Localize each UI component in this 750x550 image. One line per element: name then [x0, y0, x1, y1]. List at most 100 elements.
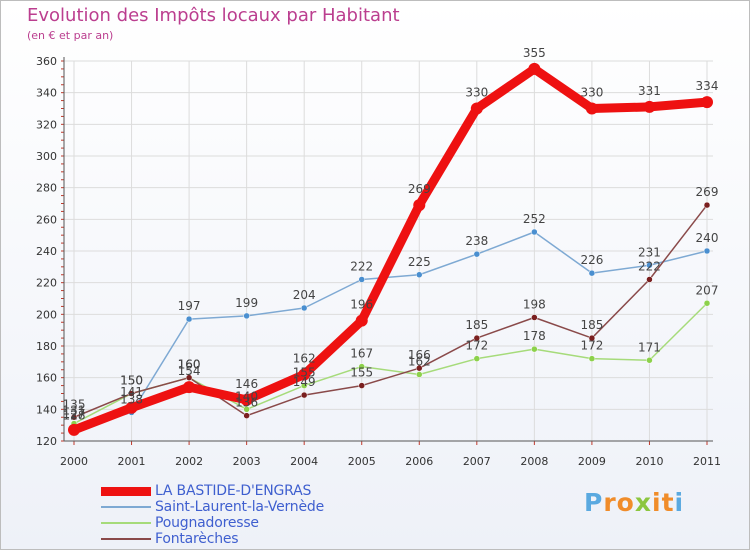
data-label: 127 — [63, 407, 86, 421]
data-label: 162 — [408, 355, 431, 369]
data-point — [531, 345, 538, 353]
data-point — [528, 62, 541, 75]
legend-swatch — [101, 538, 151, 540]
logo-letter: i — [674, 488, 685, 517]
data-label: 199 — [235, 296, 258, 310]
data-label: 150 — [120, 374, 143, 388]
x-tick-label: 2000 — [60, 455, 88, 468]
data-label: 334 — [696, 79, 719, 93]
data-point — [125, 401, 138, 414]
y-tick-label: 240 — [36, 245, 57, 258]
chart-title: Evolution des Impôts locaux par Habitant — [27, 5, 400, 26]
data-point — [646, 357, 653, 364]
data-label: 240 — [696, 231, 719, 245]
data-label: 222 — [350, 260, 373, 274]
logo-letter: i — [652, 488, 662, 517]
data-point — [413, 199, 426, 212]
data-label: 167 — [350, 347, 373, 361]
data-label: 162 — [293, 352, 316, 366]
data-point — [183, 381, 196, 394]
logo-letter: x — [634, 488, 652, 517]
legend-label: Saint-Laurent-la-Vernède — [155, 499, 324, 515]
data-label: 140 — [235, 389, 258, 403]
series-line — [73, 231, 708, 430]
data-point — [298, 368, 311, 381]
data-point — [588, 355, 596, 362]
data-label: 149 — [293, 375, 316, 389]
y-tick-label: 200 — [36, 308, 57, 321]
data-point — [300, 382, 308, 389]
data-point — [473, 250, 481, 258]
data-label: 160 — [178, 358, 201, 372]
data-label: 355 — [523, 46, 546, 60]
data-label: 269 — [408, 182, 431, 196]
logo-letter: t — [661, 488, 675, 517]
data-label: 172 — [580, 339, 603, 353]
data-point — [470, 102, 483, 115]
legend-label: Pougnadoresse — [155, 515, 259, 531]
data-point — [701, 96, 713, 109]
data-label: 231 — [638, 245, 661, 259]
legend-swatch — [101, 506, 151, 508]
data-point — [646, 276, 653, 283]
data-label: 269 — [696, 185, 719, 199]
data-point — [68, 423, 80, 436]
data-point — [585, 102, 598, 115]
series-line — [69, 64, 712, 435]
data-point — [300, 391, 308, 399]
x-tick-label: 2003 — [233, 455, 261, 468]
data-point — [355, 314, 368, 327]
logo-letter: r — [603, 488, 617, 517]
y-tick-label: 340 — [36, 87, 57, 100]
data-label: 154 — [178, 364, 201, 378]
y-tick-label: 280 — [36, 182, 57, 195]
data-point — [243, 312, 250, 320]
data-label: 226 — [580, 253, 603, 267]
data-label: 207 — [696, 283, 719, 297]
data-label: 204 — [293, 288, 316, 302]
data-label: 131 — [63, 404, 86, 418]
y-tick-label: 160 — [36, 372, 57, 385]
legend-swatch — [101, 486, 151, 496]
data-label: 330 — [465, 86, 488, 100]
data-point — [531, 228, 538, 236]
data-label: 166 — [408, 348, 431, 362]
x-tick-label: 2001 — [118, 455, 146, 468]
logo-letter: o — [616, 488, 635, 517]
data-point — [416, 271, 423, 278]
data-label: 330 — [580, 86, 603, 100]
data-point — [473, 355, 481, 362]
data-point — [243, 406, 250, 413]
data-label: 155 — [293, 366, 316, 380]
data-point — [416, 364, 423, 372]
series-line — [73, 204, 708, 418]
data-label: 185 — [465, 318, 488, 332]
data-point — [358, 363, 365, 370]
data-point — [473, 334, 481, 342]
data-label: 197 — [178, 299, 201, 313]
data-point — [185, 374, 193, 381]
x-tick-label: 2004 — [290, 455, 318, 468]
data-label: 150 — [120, 374, 143, 388]
x-tick-label: 2008 — [520, 455, 548, 468]
y-tick-label: 120 — [36, 435, 57, 448]
y-tick-label: 320 — [36, 118, 57, 131]
data-point — [70, 414, 78, 421]
series-line — [73, 302, 708, 425]
data-label: 225 — [408, 255, 431, 269]
legend-label: LA BASTIDE-D'ENGRAS — [155, 483, 312, 499]
data-point — [358, 276, 365, 283]
x-tick-label: 2006 — [405, 455, 433, 468]
x-tick-label: 2002 — [175, 455, 203, 468]
x-tick-label: 2009 — [578, 455, 606, 468]
data-point — [588, 334, 596, 342]
y-tick-label: 260 — [36, 213, 57, 226]
data-point — [703, 247, 711, 255]
y-tick-label: 300 — [36, 150, 57, 163]
data-label: 135 — [63, 397, 86, 411]
data-label: 171 — [638, 340, 661, 354]
data-point — [703, 300, 711, 307]
data-point — [531, 314, 538, 321]
